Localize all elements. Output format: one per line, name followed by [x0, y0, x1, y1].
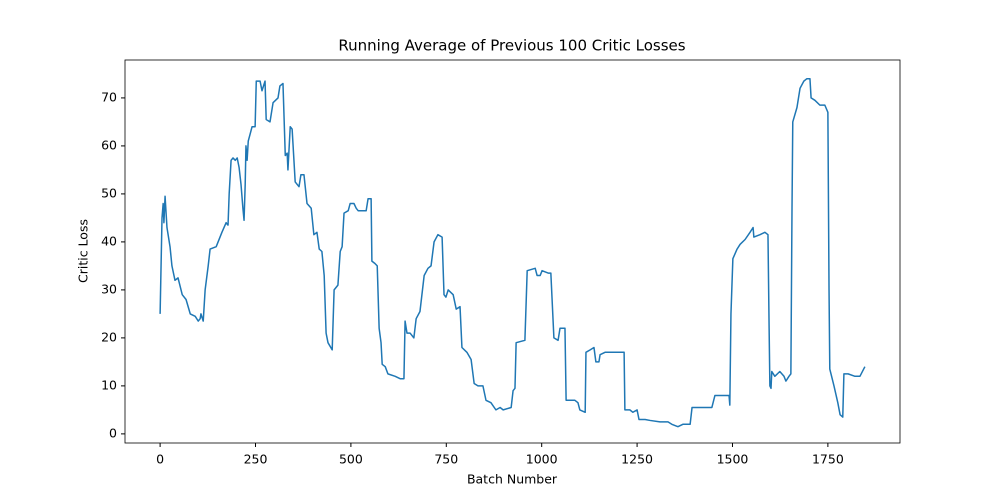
data-line [159, 77, 866, 428]
x-tick-label: 1000 [526, 452, 558, 467]
y-tick-label: 0 [109, 425, 117, 440]
x-tick-label: 1500 [717, 452, 749, 467]
y-tick-label: 10 [101, 377, 117, 392]
y-axis-label: Critic Loss [76, 219, 91, 283]
x-tick-label: 250 [244, 452, 268, 467]
y-tick-label: 70 [101, 89, 117, 104]
x-tick-label: 1750 [812, 452, 844, 467]
plot-frame [124, 59, 901, 444]
x-tick-label: 0 [156, 452, 164, 467]
y-tick-label: 60 [101, 137, 117, 152]
x-tick-label: 500 [339, 452, 363, 467]
x-tick-label: 750 [434, 452, 458, 467]
x-axis-label: Batch Number [467, 472, 558, 487]
chart-title: Running Average of Previous 100 Critic L… [338, 37, 685, 55]
y-tick-label: 30 [101, 281, 117, 296]
y-tick-label: 40 [101, 233, 117, 248]
y-tick-label: 50 [101, 185, 117, 200]
y-tick-label: 20 [101, 329, 117, 344]
x-tick-label: 1250 [621, 452, 653, 467]
